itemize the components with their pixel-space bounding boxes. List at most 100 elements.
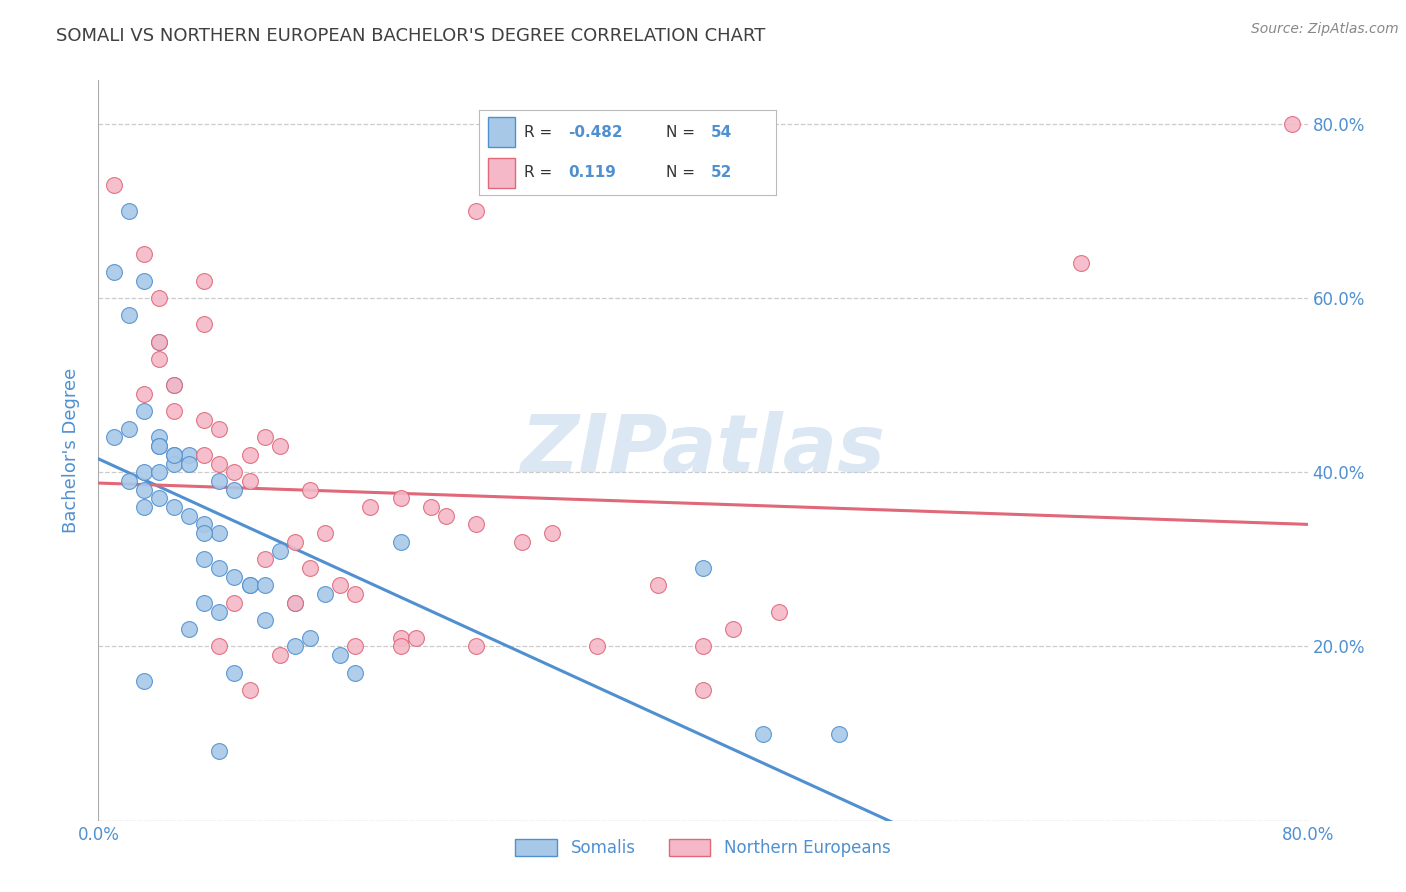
Point bbox=[103, 178, 125, 192]
Point bbox=[208, 605, 231, 619]
Point bbox=[132, 483, 155, 497]
Point bbox=[224, 570, 246, 584]
Point bbox=[344, 665, 367, 680]
Point bbox=[828, 726, 851, 740]
Point bbox=[148, 351, 170, 366]
Point bbox=[239, 474, 262, 488]
Point bbox=[299, 561, 322, 575]
Point bbox=[163, 448, 186, 462]
Point bbox=[586, 640, 609, 654]
Point bbox=[239, 448, 262, 462]
Point bbox=[208, 744, 231, 758]
Point bbox=[163, 448, 186, 462]
Point bbox=[118, 422, 141, 436]
Point bbox=[224, 465, 246, 479]
Point bbox=[208, 561, 231, 575]
Point bbox=[208, 526, 231, 541]
Point bbox=[163, 404, 186, 418]
Point bbox=[208, 457, 231, 471]
Point bbox=[1070, 256, 1092, 270]
Point bbox=[239, 578, 262, 592]
Point bbox=[132, 247, 155, 261]
Point bbox=[768, 605, 790, 619]
Point bbox=[224, 596, 246, 610]
Point bbox=[405, 631, 427, 645]
Y-axis label: Bachelor's Degree: Bachelor's Degree bbox=[62, 368, 80, 533]
Text: Source: ZipAtlas.com: Source: ZipAtlas.com bbox=[1251, 22, 1399, 37]
Point bbox=[420, 500, 443, 514]
Point bbox=[692, 683, 714, 698]
Point bbox=[179, 448, 201, 462]
Point bbox=[344, 587, 367, 601]
Point bbox=[179, 622, 201, 636]
Point bbox=[103, 430, 125, 444]
Point bbox=[193, 552, 215, 566]
Point bbox=[465, 517, 488, 532]
Legend: Somalis, Northern Europeans: Somalis, Northern Europeans bbox=[509, 832, 897, 864]
Point bbox=[163, 457, 186, 471]
Point bbox=[118, 309, 141, 323]
Point bbox=[360, 500, 382, 514]
Point bbox=[148, 465, 170, 479]
Point bbox=[208, 422, 231, 436]
Point bbox=[148, 334, 170, 349]
Point bbox=[163, 378, 186, 392]
Point bbox=[284, 596, 307, 610]
Point bbox=[179, 508, 201, 523]
Point bbox=[269, 439, 291, 453]
Point bbox=[193, 517, 215, 532]
Point bbox=[193, 526, 215, 541]
Point bbox=[1281, 117, 1303, 131]
Point bbox=[329, 648, 352, 662]
Point bbox=[239, 683, 262, 698]
Point bbox=[284, 596, 307, 610]
Point bbox=[148, 439, 170, 453]
Point bbox=[163, 378, 186, 392]
Point bbox=[314, 587, 336, 601]
Point bbox=[224, 665, 246, 680]
Point bbox=[329, 578, 352, 592]
Point bbox=[314, 526, 336, 541]
Point bbox=[253, 613, 276, 627]
Point bbox=[269, 648, 291, 662]
Point bbox=[148, 334, 170, 349]
Point bbox=[284, 535, 307, 549]
Point bbox=[389, 535, 412, 549]
Point bbox=[692, 640, 714, 654]
Point bbox=[540, 526, 562, 541]
Point bbox=[132, 465, 155, 479]
Point bbox=[299, 483, 322, 497]
Point bbox=[103, 265, 125, 279]
Point bbox=[132, 500, 155, 514]
Point bbox=[224, 483, 246, 497]
Point bbox=[148, 491, 170, 506]
Point bbox=[723, 622, 745, 636]
Point bbox=[193, 274, 215, 288]
Point bbox=[179, 457, 201, 471]
Point bbox=[148, 430, 170, 444]
Point bbox=[208, 474, 231, 488]
Point bbox=[193, 448, 215, 462]
Text: ZIPatlas: ZIPatlas bbox=[520, 411, 886, 490]
Point bbox=[208, 640, 231, 654]
Point bbox=[510, 535, 533, 549]
Point bbox=[284, 640, 307, 654]
Point bbox=[132, 674, 155, 689]
Point bbox=[434, 508, 457, 523]
Point bbox=[647, 578, 669, 592]
Point bbox=[148, 439, 170, 453]
Point bbox=[253, 430, 276, 444]
Point bbox=[465, 640, 488, 654]
Point bbox=[118, 474, 141, 488]
Point bbox=[465, 203, 488, 218]
Point bbox=[752, 726, 775, 740]
Point bbox=[118, 203, 141, 218]
Point bbox=[193, 413, 215, 427]
Point bbox=[389, 631, 412, 645]
Point bbox=[239, 578, 262, 592]
Point bbox=[132, 274, 155, 288]
Point bbox=[163, 500, 186, 514]
Text: SOMALI VS NORTHERN EUROPEAN BACHELOR'S DEGREE CORRELATION CHART: SOMALI VS NORTHERN EUROPEAN BACHELOR'S D… bbox=[56, 27, 766, 45]
Point bbox=[193, 317, 215, 331]
Point bbox=[389, 640, 412, 654]
